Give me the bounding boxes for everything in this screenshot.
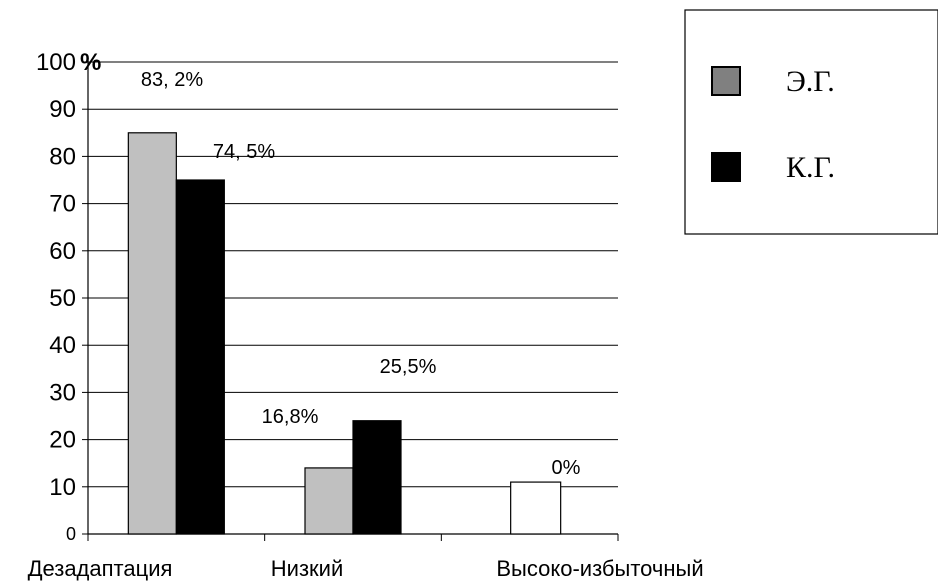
- data-label: 0%: [552, 457, 581, 479]
- data-label: 16,8%: [262, 406, 319, 428]
- y-tick-labels: 0 10 20 30 40 50 60 70 80 90 100: [36, 49, 76, 544]
- category-label: Низкий: [271, 556, 343, 581]
- bar-eg: [127, 132, 177, 535]
- y-unit-label: %: [80, 49, 101, 76]
- data-label: 74, 5%: [213, 141, 275, 163]
- legend-label: К.Г.: [786, 151, 835, 184]
- bar-eg: [304, 467, 354, 535]
- category-label: Высоко-избыточный: [496, 556, 703, 581]
- y-tick-label: 20: [49, 427, 76, 454]
- y-tick-label: 80: [49, 143, 76, 170]
- data-labels: 83, 2% 74, 5% 16,8% 25,5% 0%: [141, 69, 581, 479]
- legend: Э.Г. К.Г.: [684, 9, 938, 235]
- bar-eg: [510, 481, 562, 535]
- legend-swatch: [711, 152, 741, 182]
- category-label: Дезадаптация: [28, 556, 173, 581]
- data-label: 83, 2%: [141, 69, 203, 91]
- category-labels: Дезадаптация Низкий Высоко-избыточный: [28, 556, 704, 581]
- y-tick-label: 60: [49, 238, 76, 265]
- legend-label: Э.Г.: [786, 65, 835, 98]
- bar-kg: [175, 179, 225, 535]
- legend-box: [684, 9, 938, 235]
- y-tick-label: 50: [49, 285, 76, 312]
- y-tick-label: 70: [49, 191, 76, 218]
- y-tick-label: 0: [66, 524, 76, 544]
- y-tick-label: 90: [49, 96, 76, 123]
- bars: [127, 132, 562, 535]
- y-tick-label: 100: [36, 49, 76, 76]
- y-tick-label: 10: [49, 474, 76, 501]
- y-tick-label: 30: [49, 379, 76, 406]
- y-tick-label: 40: [49, 332, 76, 359]
- bar-kg: [352, 420, 402, 535]
- legend-swatch: [711, 66, 741, 96]
- data-label: 25,5%: [380, 356, 437, 378]
